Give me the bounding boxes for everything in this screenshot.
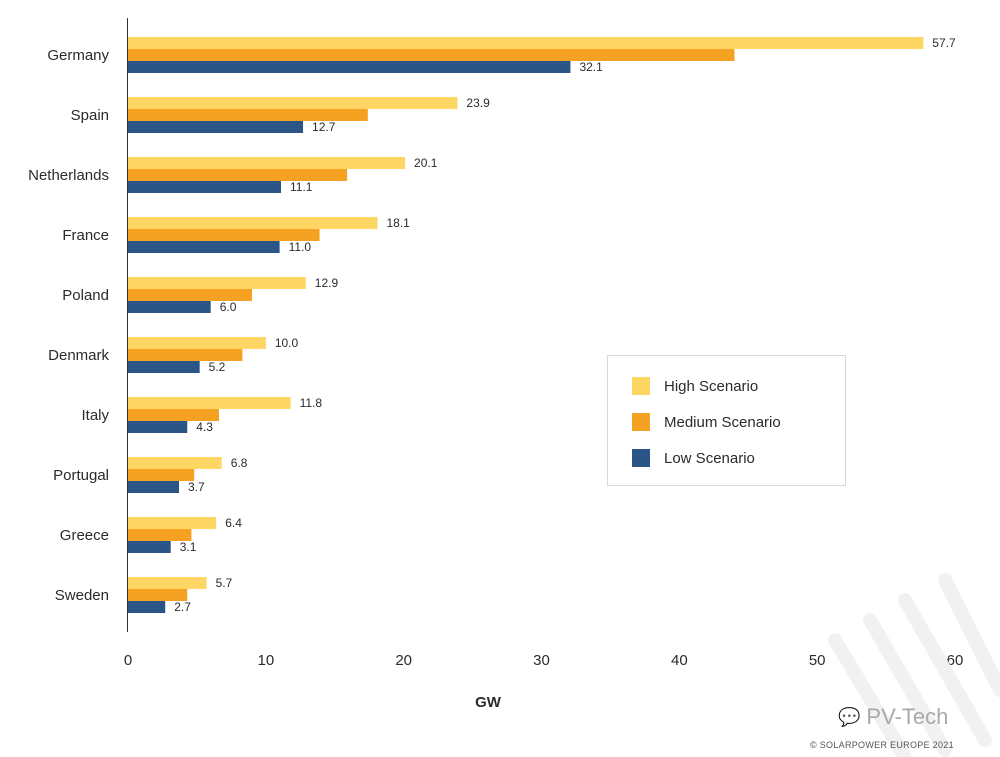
bar-high-scenario: [128, 97, 458, 109]
data-label: 10.0: [275, 336, 299, 350]
bar-medium-scenario: [128, 109, 368, 121]
x-tick-label: 10: [257, 652, 274, 669]
data-label: 2.7: [174, 600, 191, 614]
category-label: Italy: [81, 407, 109, 424]
legend-label-high: High Scenario: [664, 377, 759, 395]
data-label: 4.3: [196, 420, 213, 434]
x-tick-label: 30: [533, 652, 550, 669]
category-label: Sweden: [55, 587, 109, 604]
bar-medium-scenario: [128, 409, 219, 421]
data-label: 11.0: [289, 240, 312, 254]
bar-low-scenario: [128, 361, 200, 373]
bar-medium-scenario: [128, 529, 192, 541]
x-tick-label: 60: [947, 652, 964, 669]
x-axis-title: GW: [475, 694, 502, 711]
data-label: 6.4: [225, 516, 242, 530]
bar-high-scenario: [128, 577, 207, 589]
value-labels: 57.7 32.1 23.9 12.7 20.1 11.1 18.1 11.0 12.9 6.0 1…: [174, 36, 956, 614]
data-label: 12.9: [315, 276, 339, 290]
bar-low-scenario: [128, 301, 211, 313]
bar-medium-scenario: [128, 229, 320, 241]
legend-item-high: High Scenario: [632, 376, 758, 396]
data-label: 11.1: [290, 180, 313, 194]
category-label: France: [62, 227, 109, 244]
category-label: Denmark: [48, 347, 109, 364]
data-label: 23.9: [466, 96, 490, 110]
legend-swatch-high: [632, 377, 650, 395]
data-label: 3.1: [180, 540, 197, 554]
data-label: 18.1: [386, 216, 410, 230]
bar-medium-scenario: [128, 49, 735, 61]
bar-medium-scenario: [128, 169, 348, 181]
bar-low-scenario: [128, 61, 571, 73]
data-label: 6.8: [231, 456, 248, 470]
bar-high-scenario: [128, 517, 217, 529]
data-label: 20.1: [414, 156, 438, 170]
bar-medium-scenario: [128, 589, 188, 601]
bar-high-scenario: [128, 217, 378, 229]
bar-high-scenario: [128, 397, 291, 409]
bar-low-scenario: [128, 421, 188, 433]
copyright-note: © SOLARPOWER EUROPE 2021: [810, 740, 954, 750]
bar-medium-scenario: [128, 469, 195, 481]
chart-legend: High Scenario Medium Scenario Low Scenar…: [607, 355, 846, 486]
category-labels: Germany Spain Netherlands France Poland Denma…: [28, 47, 109, 604]
category-label: Greece: [60, 527, 109, 544]
watermark-text: PV-Tech: [866, 704, 949, 729]
bar-low-scenario: [128, 541, 171, 553]
bars-layer: [128, 37, 924, 613]
category-label: Netherlands: [28, 167, 109, 184]
wechat-icon: 💬: [838, 706, 861, 727]
x-tick-label: 40: [671, 652, 688, 669]
bar-high-scenario: [128, 457, 222, 469]
bar-low-scenario: [128, 181, 281, 193]
data-label: 5.2: [209, 360, 226, 374]
x-tick-label: 20: [395, 652, 412, 669]
category-label: Spain: [71, 107, 109, 124]
data-label: 57.7: [932, 36, 956, 50]
legend-label-medium: Medium Scenario: [664, 413, 781, 431]
data-label: 5.7: [216, 576, 233, 590]
data-label: 32.1: [579, 60, 603, 74]
x-tick-label: 0: [124, 652, 132, 669]
category-label: Germany: [47, 47, 109, 64]
legend-item-low: Low Scenario: [632, 448, 755, 468]
data-label: 11.8: [300, 396, 323, 410]
legend-swatch-low: [632, 449, 650, 467]
legend-item-medium: Medium Scenario: [632, 412, 781, 432]
bar-high-scenario: [128, 37, 924, 49]
x-tick-labels: 0 10 20 30 40 50 60: [124, 652, 964, 669]
watermark: 💬 PV-Tech: [838, 704, 948, 730]
bar-high-scenario: [128, 277, 306, 289]
bar-low-scenario: [128, 601, 166, 613]
category-label: Portugal: [53, 467, 109, 484]
bar-high-scenario: [128, 157, 406, 169]
bar-low-scenario: [128, 481, 179, 493]
legend-swatch-medium: [632, 413, 650, 431]
bar-high-scenario: [128, 337, 266, 349]
x-tick-label: 50: [809, 652, 826, 669]
bar-medium-scenario: [128, 289, 253, 301]
bar-low-scenario: [128, 121, 304, 133]
bar-low-scenario: [128, 241, 280, 253]
data-label: 6.0: [220, 300, 237, 314]
data-label: 3.7: [188, 480, 205, 494]
category-label: Poland: [62, 287, 109, 304]
legend-label-low: Low Scenario: [664, 449, 755, 467]
data-label: 12.7: [312, 120, 336, 134]
bar-medium-scenario: [128, 349, 243, 361]
